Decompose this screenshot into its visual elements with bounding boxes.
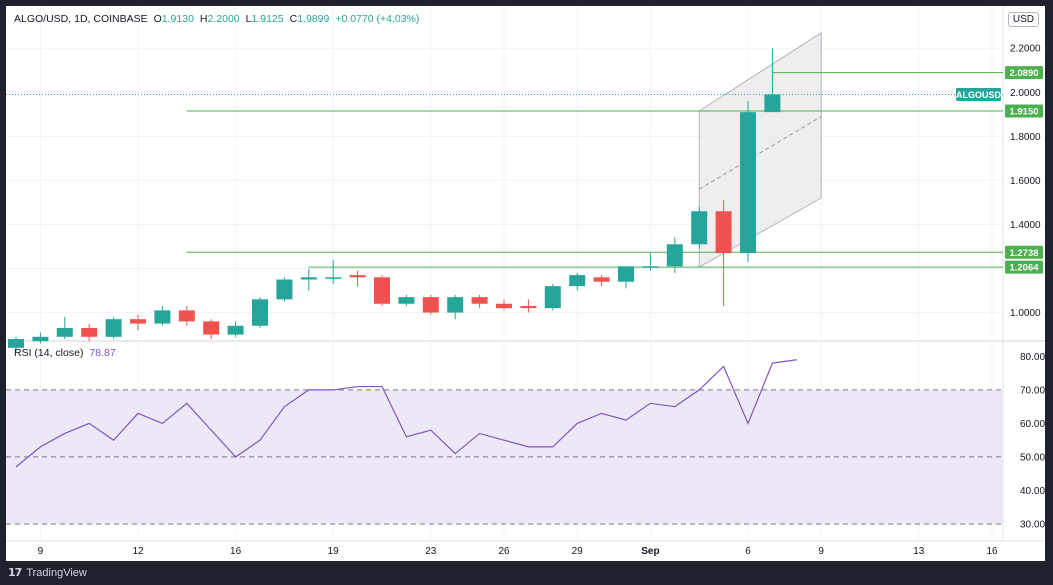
symbol-price-tag: [956, 88, 1001, 102]
price-tick-label: 2.0000: [1010, 88, 1041, 99]
rsi-series-line: [15, 359, 797, 468]
tradingview-brand: TradingView: [26, 566, 87, 579]
symbol-price-tag-text: ALGOUSD: [956, 90, 1002, 100]
price-level-tag-text: 1.2064: [1009, 263, 1039, 274]
candle-body: [398, 297, 415, 304]
candle-body: [300, 277, 317, 280]
candle-body: [764, 94, 781, 113]
candle-body: [105, 319, 122, 337]
rsi-legend: RSI (14, close) 78.87: [14, 347, 116, 359]
candle-body: [691, 211, 708, 245]
candle-body: [8, 339, 24, 348]
currency-button[interactable]: USD: [1007, 12, 1039, 27]
candle-body: [276, 279, 293, 300]
low-label: L: [245, 13, 252, 25]
candle-body: [642, 266, 659, 268]
candle-body: [447, 297, 464, 313]
time-tick-label: Sep: [641, 546, 659, 557]
rsi-legend-label[interactable]: RSI (14, close): [14, 347, 84, 359]
chart-frame: 1.00001.20001.40001.60001.80002.00002.20…: [6, 6, 1045, 561]
time-tick-label: 19: [328, 546, 340, 557]
time-tick-label: 16: [986, 546, 998, 557]
candle-body: [349, 275, 366, 278]
open-value: 1.9130: [161, 13, 194, 25]
candle-body: [422, 297, 439, 313]
time-tick-label: 12: [132, 546, 144, 557]
price-tick-label: 1.6000: [1010, 176, 1041, 187]
rsi-tick-label: 40.00: [1020, 486, 1045, 497]
price-tick-label: 2.2000: [1010, 44, 1041, 55]
price-level-tag: [1005, 260, 1043, 274]
price-level-tag: [1005, 104, 1043, 118]
time-tick-label: 23: [425, 546, 437, 557]
time-tick-label: 16: [230, 546, 242, 557]
rsi-legend-value: 78.87: [89, 347, 116, 359]
chart-canvas[interactable]: 1.00001.20001.40001.60001.80002.00002.20…: [6, 6, 1045, 561]
candle-body: [154, 310, 171, 324]
time-tick-label: 9: [818, 546, 824, 557]
candle-body: [666, 244, 683, 267]
candle-body: [203, 321, 220, 335]
footer-bar: 17 TradingView: [0, 561, 1053, 585]
price-tick-label: 1.4000: [1010, 220, 1041, 231]
candle-body: [544, 286, 561, 309]
tradingview-icon: 17: [8, 566, 22, 579]
candle-body: [374, 277, 390, 304]
price-level-tag-text: 1.9150: [1009, 107, 1038, 118]
candle-body: [618, 266, 634, 282]
time-tick-label: 13: [913, 546, 925, 557]
close-label: C: [289, 13, 298, 25]
candle-body: [740, 112, 756, 254]
candle-body: [520, 305, 537, 309]
candle-body: [56, 327, 73, 337]
rsi-tick-label: 50.00: [1020, 452, 1045, 463]
rsi-tick-label: 80.00: [1020, 352, 1045, 363]
price-level-tag-text: 2.0890: [1009, 68, 1038, 79]
time-tick-label: 9: [38, 546, 44, 557]
time-tick-label: 26: [498, 546, 510, 557]
candle-body: [227, 325, 244, 335]
candle-body: [178, 310, 195, 322]
symbol-title[interactable]: ALGO/USD, 1D, COINBASE: [14, 13, 148, 25]
price-level-tag: [1005, 66, 1043, 80]
price-level-tag: [1005, 245, 1043, 259]
high-label: H: [199, 13, 208, 25]
open-label: O: [153, 13, 162, 25]
regression-midline: [698, 116, 822, 190]
tradingview-logo[interactable]: 17 TradingView: [8, 566, 87, 579]
candle-body: [81, 327, 98, 337]
change-value: +0.0770 (+4.03%): [335, 13, 420, 25]
candle-body: [471, 297, 488, 304]
candle-body: [569, 275, 586, 287]
rsi-tick-label: 60.00: [1020, 419, 1045, 430]
candle-body: [32, 336, 49, 342]
candle-body: [593, 277, 610, 282]
candle-body: [715, 211, 732, 254]
price-tick-label: 1.8000: [1010, 132, 1041, 143]
candle-body: [252, 299, 268, 326]
high-value: 2.2000: [207, 13, 240, 25]
rsi-tick-label: 30.00: [1020, 519, 1045, 530]
candle-body: [130, 319, 146, 324]
low-value: 1.9125: [251, 13, 284, 25]
symbol-legend: ALGO/USD, 1D, COINBASE O1.9130 H2.2000 L…: [14, 13, 419, 25]
candle-body: [325, 277, 342, 279]
close-value: 1.9899: [297, 13, 330, 25]
time-tick-label: 6: [745, 546, 751, 557]
rsi-tick-label: 70.00: [1020, 385, 1045, 396]
candle-body: [496, 303, 512, 309]
price-level-tag-text: 1.2738: [1009, 248, 1038, 259]
time-tick-label: 29: [572, 546, 584, 557]
price-tick-label: 1.0000: [1010, 308, 1041, 319]
